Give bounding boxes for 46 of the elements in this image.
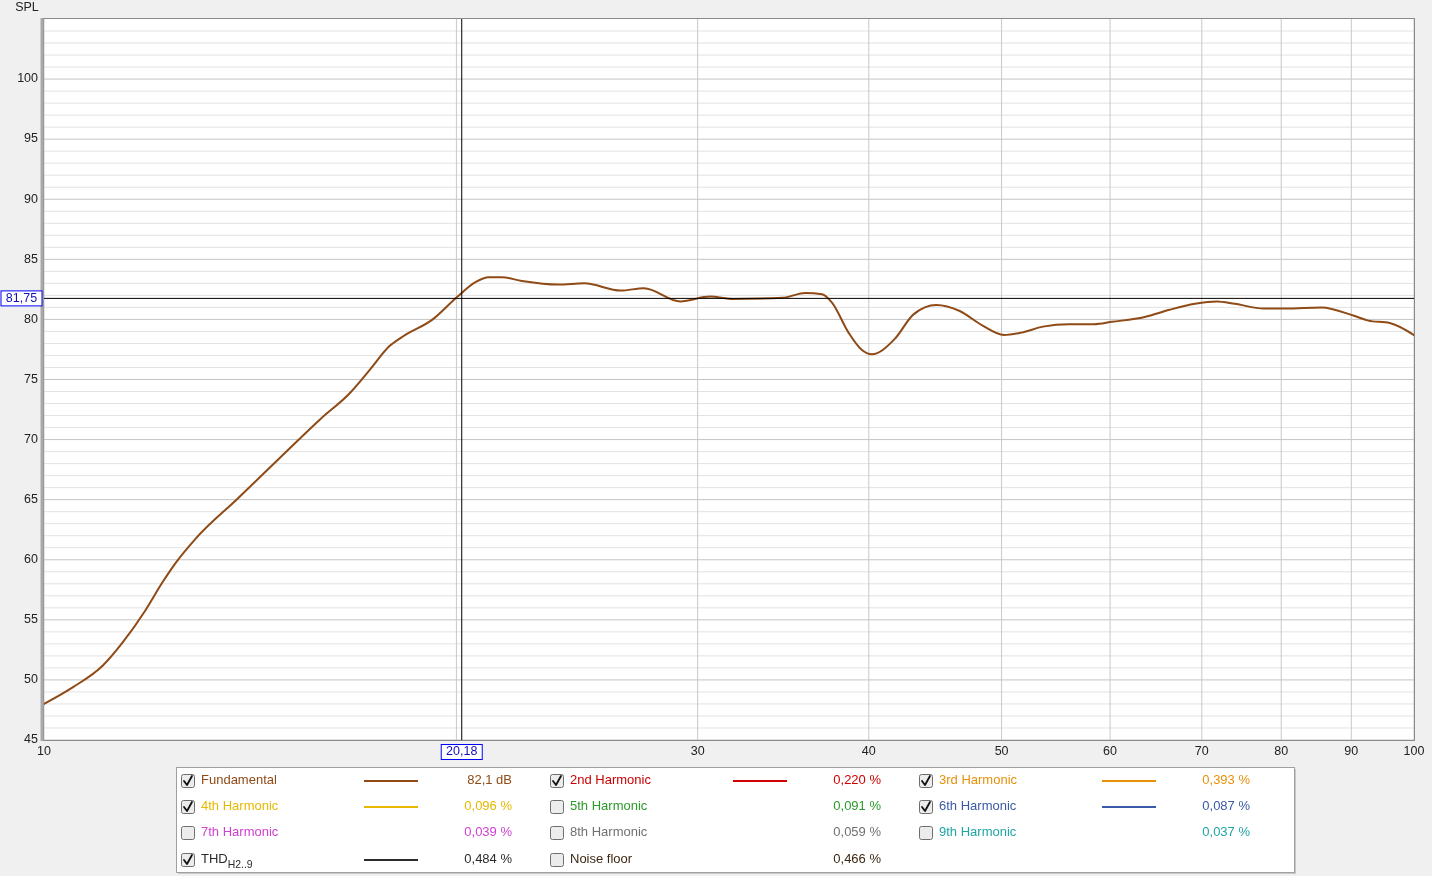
text: 82,1 dB <box>467 772 512 788</box>
text: 0,059 % <box>833 824 881 840</box>
category-label: 4th Harmonic <box>201 798 279 814</box>
x-tick-label: 10 <box>37 744 51 759</box>
x-tick-label: 60 <box>1103 744 1118 759</box>
x-tick-label: 30 <box>690 744 705 759</box>
text: 0,393 % <box>1202 772 1250 788</box>
x-tick-label: 100 <box>1403 744 1425 759</box>
category-label: Noise floor <box>570 851 633 867</box>
ref-line-label: 81,75 <box>5 290 38 305</box>
x-tick-label: 50 <box>994 744 1009 759</box>
category-label: THD$_{H2..9}$ <box>201 851 253 870</box>
x-tick-label: 40 <box>861 744 876 759</box>
y-tick-label: 45 <box>24 732 39 747</box>
x-tick-label: 80 <box>1274 744 1289 759</box>
text: 0,039 % <box>464 824 512 840</box>
y-tick-label: 100 <box>17 71 39 86</box>
text: 0,484 % <box>464 851 512 867</box>
text: 0,091 % <box>833 798 881 814</box>
y-tick-label: 80 <box>24 311 39 326</box>
category-label: 8th Harmonic <box>570 824 648 840</box>
text: 0,037 % <box>1202 824 1250 840</box>
category-label: 6th Harmonic <box>939 798 1017 814</box>
text: Fundamental <box>201 772 277 788</box>
text: 0,220 % <box>833 772 881 788</box>
y-tick-label: 70 <box>24 431 39 446</box>
text: 0,466 % <box>833 851 881 867</box>
y-tick-label: 60 <box>24 552 39 567</box>
y-tick-label: 50 <box>24 672 39 687</box>
y-axis-title: SPL <box>15 0 39 15</box>
y-tick-label: 90 <box>24 191 39 206</box>
category-label: 7th Harmonic <box>201 824 279 840</box>
y-tick-label: 65 <box>24 491 39 506</box>
category-label: 3rd Harmonic <box>939 772 1018 788</box>
y-tick-label: 55 <box>24 612 39 627</box>
ref-line-label: 20,18 <box>446 744 478 759</box>
category-label: 2nd Harmonic <box>570 772 652 788</box>
category-label: 9th Harmonic <box>939 824 1017 840</box>
text: 0,096 % <box>464 798 512 814</box>
x-tick-label: 90 <box>1344 744 1359 759</box>
y-tick-label: 75 <box>24 371 39 386</box>
category-label: 5th Harmonic <box>570 798 648 814</box>
y-tick-label: 85 <box>24 251 39 266</box>
y-tick-label: 95 <box>24 131 39 146</box>
x-tick-label: 70 <box>1194 744 1209 759</box>
text: 0,087 % <box>1202 798 1250 814</box>
